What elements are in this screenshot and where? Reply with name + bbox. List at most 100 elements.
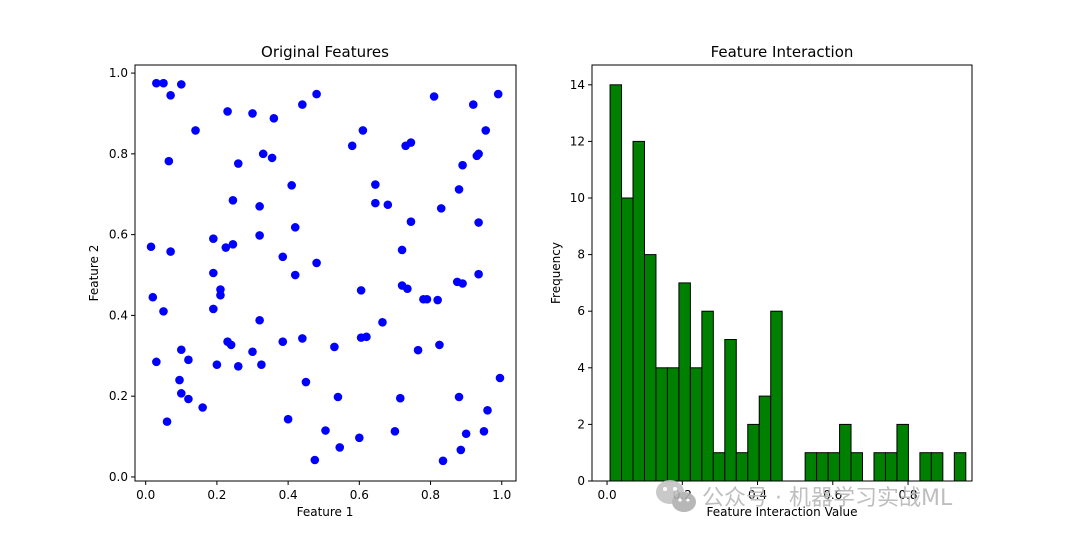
scatter-point [312, 89, 321, 99]
scatter-y-tick-label: 0.0 [109, 470, 128, 484]
scatter-point [255, 231, 264, 240]
histogram-y-tick-label: 12 [570, 134, 585, 148]
histogram-y-tick-label: 0 [577, 474, 585, 488]
histogram-bar [850, 452, 864, 482]
scatter-point [255, 202, 264, 211]
histogram-bar [632, 140, 645, 482]
scatter-point [176, 389, 186, 398]
scatter-point [333, 392, 343, 402]
scatter-point [454, 185, 464, 194]
scatter-point [310, 455, 320, 465]
scatter-point [159, 307, 168, 316]
scatter-point [474, 218, 483, 227]
scatter-x-axis: 0.0 0.2 0.4 0.6 0.8 1.0 [136, 481, 511, 502]
scatter-point [436, 204, 446, 213]
scatter-point [435, 340, 444, 350]
scatter-point [483, 406, 492, 415]
scatter-point [321, 426, 330, 435]
wechat-icon [656, 480, 696, 512]
histogram-bar [758, 395, 772, 482]
scatter-y-tick-label: 1.0 [109, 66, 128, 80]
scatter-point [301, 377, 311, 387]
scatter-point [233, 361, 243, 371]
histogram-bar [609, 84, 623, 482]
histogram-x-tick-label: 0.8 [898, 488, 917, 502]
scatter-point [257, 360, 266, 369]
scatter-point [290, 270, 300, 280]
histogram-bar [804, 452, 818, 482]
scatter-point [438, 456, 448, 466]
scatter-point [413, 345, 423, 355]
scatter-point [176, 80, 186, 89]
scatter-point [209, 304, 218, 314]
histogram-bar [724, 339, 737, 482]
scatter-x-tick-label: 1.0 [492, 488, 511, 502]
scatter-point [461, 429, 471, 439]
scatter-point [298, 100, 307, 109]
scatter-y-axis: 0.0 0.2 0.4 0.6 0.8 1.0 [109, 66, 135, 484]
scatter-point [371, 180, 380, 189]
scatter-y-tick-label: 0.2 [109, 389, 128, 403]
scatter-point [290, 223, 300, 232]
scatter-point [358, 126, 368, 135]
scatter-point [472, 151, 482, 161]
histogram-bar [701, 310, 714, 482]
histogram-bar [827, 452, 841, 482]
scatter-point [164, 156, 174, 166]
histogram-y-tick-label: 4 [577, 361, 585, 375]
histogram-bar [712, 452, 726, 482]
scatter-point [198, 403, 207, 412]
scatter-point [395, 393, 405, 403]
scatter-y-tick-label: 0.8 [109, 147, 128, 161]
scatter-point [209, 268, 218, 278]
histogram-bar [621, 197, 634, 482]
scatter-point [216, 290, 225, 300]
histogram-bar [735, 452, 749, 482]
scatter-point [233, 159, 243, 168]
histogram-bar [770, 310, 783, 482]
histogram-bar [816, 452, 829, 482]
histogram-bar [930, 452, 944, 482]
histogram-y-label: Frequency [549, 242, 563, 304]
scatter-point [176, 345, 186, 355]
scatter-point [335, 443, 345, 452]
scatter-point [184, 394, 193, 404]
scatter-point [212, 360, 222, 369]
scatter-point [221, 243, 231, 252]
histogram-x-tick-label: 0.0 [598, 488, 617, 502]
scatter-y-tick-label: 0.4 [109, 308, 128, 322]
scatter-point [383, 200, 393, 210]
scatter-point [258, 149, 268, 159]
scatter-point [429, 92, 439, 101]
scatter-point [175, 375, 184, 385]
watermark-text: 公众号 · 机器学习实战ML [702, 486, 953, 511]
scatter-points [146, 78, 505, 466]
scatter-point [406, 138, 416, 147]
scatter-point [223, 107, 232, 116]
scatter-point [454, 392, 464, 402]
scatter-point [355, 433, 364, 443]
scatter-x-tick-label: 0.4 [279, 488, 298, 502]
scatter-point [330, 342, 339, 352]
histogram-x-tick-label: 0.6 [823, 488, 842, 502]
scatter-point [278, 337, 288, 346]
scatter-point [479, 427, 489, 436]
histogram-y-axis: 0 2 4 6 8 10 12 14 [570, 78, 592, 488]
scatter-point [371, 198, 380, 208]
scatter-point [278, 252, 288, 262]
scatter-x-tick-label: 0.8 [421, 488, 440, 502]
histogram-x-tick-label: 0.4 [748, 488, 767, 502]
scatter-point [347, 141, 357, 151]
scatter-point [184, 355, 193, 365]
scatter-point [458, 279, 467, 288]
scatter-point [209, 234, 218, 243]
scatter-point [146, 242, 156, 252]
scatter-point [255, 315, 264, 325]
scatter-x-tick-label: 0.6 [350, 488, 369, 502]
scatter-point [474, 269, 483, 279]
scatter-point [248, 109, 257, 118]
histogram-bar [643, 254, 657, 482]
scatter-y-label: Feature 2 [87, 245, 101, 302]
histogram-bar [919, 452, 932, 482]
histogram-y-tick-label: 2 [577, 417, 585, 431]
